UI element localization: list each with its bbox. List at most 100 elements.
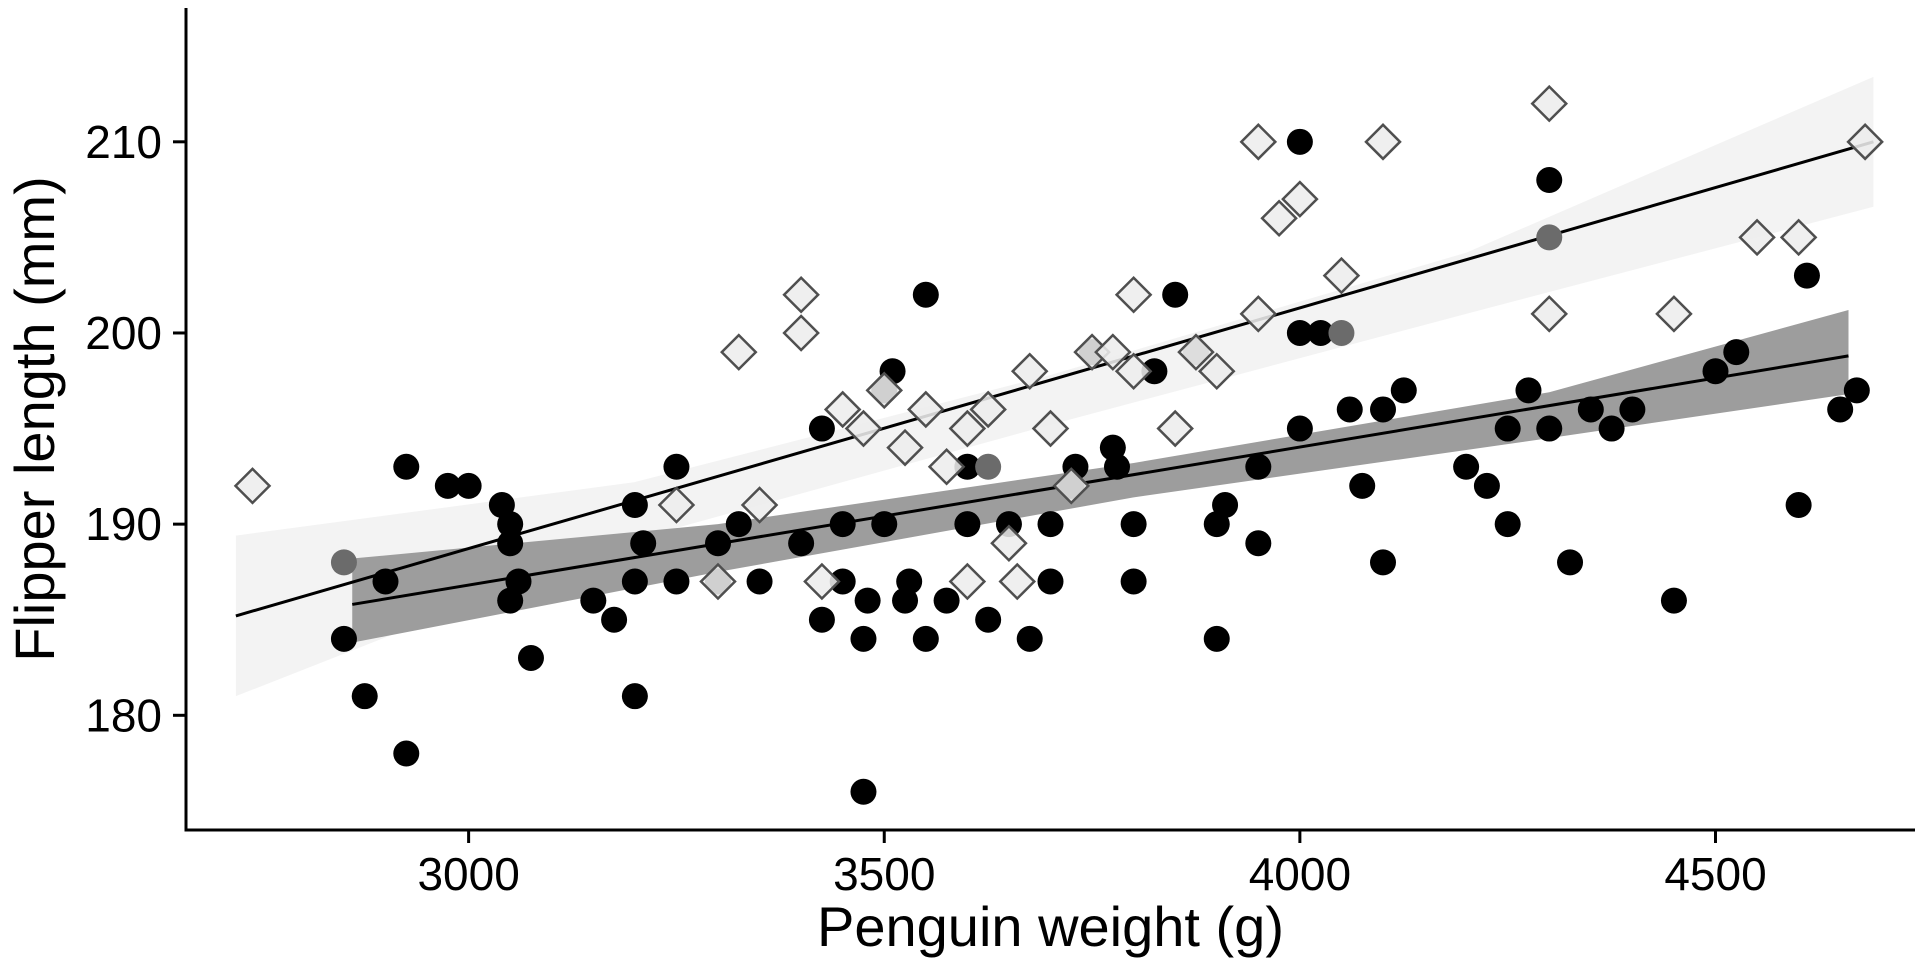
open-diamonds-point — [1010, 352, 1049, 390]
filled-circles-point — [1245, 530, 1272, 557]
filled-circles-point — [497, 587, 524, 614]
open-diamonds-point — [657, 486, 696, 524]
filled-circles-point — [912, 281, 939, 308]
open-diamonds-point — [1239, 295, 1278, 333]
filled-circles-point — [393, 740, 420, 767]
open-diamonds-point — [1197, 352, 1236, 390]
filled-circles-point — [1660, 587, 1687, 614]
filled-circles-point — [829, 511, 856, 538]
open-diamonds-point — [1031, 409, 1070, 448]
filled-circles-point — [621, 492, 648, 519]
filled-circles-point — [455, 472, 482, 499]
filled-circles-point — [1453, 453, 1480, 480]
open-diamonds-point — [1094, 333, 1132, 371]
filled-circles-point — [1702, 358, 1729, 385]
filled-circles-point — [746, 568, 773, 595]
filled-circles-point — [912, 625, 939, 652]
filled-circles-point — [871, 511, 898, 538]
open-diamonds-point — [740, 486, 779, 524]
circles-trend-line — [352, 354, 1849, 606]
x-tick-label: 3500 — [833, 848, 935, 900]
filled-circles-point — [788, 530, 815, 557]
filled-circles-point — [954, 511, 981, 538]
filled-circles-point — [1598, 415, 1625, 442]
open-diamonds-point — [1239, 123, 1278, 161]
diamonds-confidence-band — [235, 76, 1874, 697]
faded-circles-point — [330, 549, 357, 576]
filled-circles-point — [601, 606, 628, 633]
y-axis-title: Flipper length (mm) — [3, 176, 66, 661]
filled-circles-point — [1785, 492, 1812, 519]
filled-circles-point — [1286, 128, 1313, 155]
filled-circles-point — [1793, 262, 1820, 289]
filled-circles-point — [621, 568, 648, 595]
open-diamonds-point — [865, 371, 904, 410]
open-diamonds-point — [927, 448, 966, 486]
filled-circles-point — [1723, 339, 1750, 366]
filled-circles-point — [330, 625, 357, 652]
filled-circles-point — [705, 530, 731, 557]
filled-circles-point — [1120, 511, 1147, 538]
filled-circles-point — [630, 530, 657, 557]
filled-circles-point — [497, 530, 524, 557]
open-diamonds-point — [1530, 295, 1569, 333]
faded-circles-point — [1536, 224, 1563, 251]
filled-circles-point — [372, 568, 399, 595]
filled-circles-point — [1141, 358, 1168, 385]
filled-circles-point — [1212, 492, 1239, 519]
open-diamonds-point — [233, 467, 272, 505]
filled-circles-point — [1827, 396, 1854, 423]
filled-circles-point — [808, 415, 835, 442]
open-diamonds-point — [1260, 199, 1298, 238]
ribbons-layer — [235, 76, 1874, 697]
open-diamonds-point — [699, 562, 737, 601]
y-tick-label: 200 — [85, 307, 162, 359]
x-tick-label: 4500 — [1664, 848, 1766, 900]
filled-circles-point — [1515, 377, 1542, 404]
filled-circles-point — [1557, 549, 1584, 576]
filled-circles-point — [1390, 377, 1417, 404]
open-diamonds-point — [1530, 84, 1569, 123]
filled-circles-point — [896, 568, 923, 595]
open-diamonds-point — [803, 562, 841, 601]
filled-circles-point — [995, 511, 1022, 538]
points-layer — [233, 84, 1884, 805]
x-axis-title: Penguin weight (g) — [817, 895, 1284, 958]
filled-circles-point — [1307, 319, 1334, 346]
filled-circles-point — [854, 587, 881, 614]
open-diamonds-point — [720, 333, 758, 371]
filled-circles-point — [850, 625, 877, 652]
open-diamonds-point — [1738, 218, 1776, 257]
open-diamonds-point — [998, 562, 1037, 601]
filled-circles-point — [1286, 319, 1313, 346]
filled-circles-point — [975, 606, 1002, 633]
filled-circles-point — [434, 472, 461, 499]
open-diamonds-point — [948, 409, 987, 448]
open-diamonds-point — [886, 428, 924, 467]
filled-circles-point — [850, 778, 877, 805]
filled-circles-point — [1037, 568, 1064, 595]
y-tick-label: 190 — [85, 498, 162, 550]
filled-circles-point — [1104, 453, 1130, 480]
filled-circles-point — [1203, 625, 1230, 652]
filled-circles-point — [1016, 625, 1043, 652]
filled-circles-point — [1245, 453, 1272, 480]
filled-circles-point — [933, 587, 960, 614]
open-diamonds-point — [1655, 295, 1693, 333]
open-diamonds-point — [969, 390, 1007, 429]
open-diamonds-point — [1114, 275, 1153, 314]
filled-circles-point — [663, 453, 690, 480]
filled-circles-point — [1494, 415, 1521, 442]
open-diamonds-point — [782, 275, 820, 314]
y-tick-label: 180 — [85, 689, 162, 741]
open-diamonds-point — [990, 524, 1028, 563]
filled-circles-point — [808, 606, 835, 633]
open-diamonds-point — [1322, 256, 1361, 295]
open-diamonds-point — [948, 562, 987, 601]
filled-circles-point — [725, 511, 752, 538]
filled-circles-point — [393, 453, 420, 480]
filled-circles-point — [1577, 396, 1604, 423]
open-diamonds-point — [1779, 218, 1818, 257]
